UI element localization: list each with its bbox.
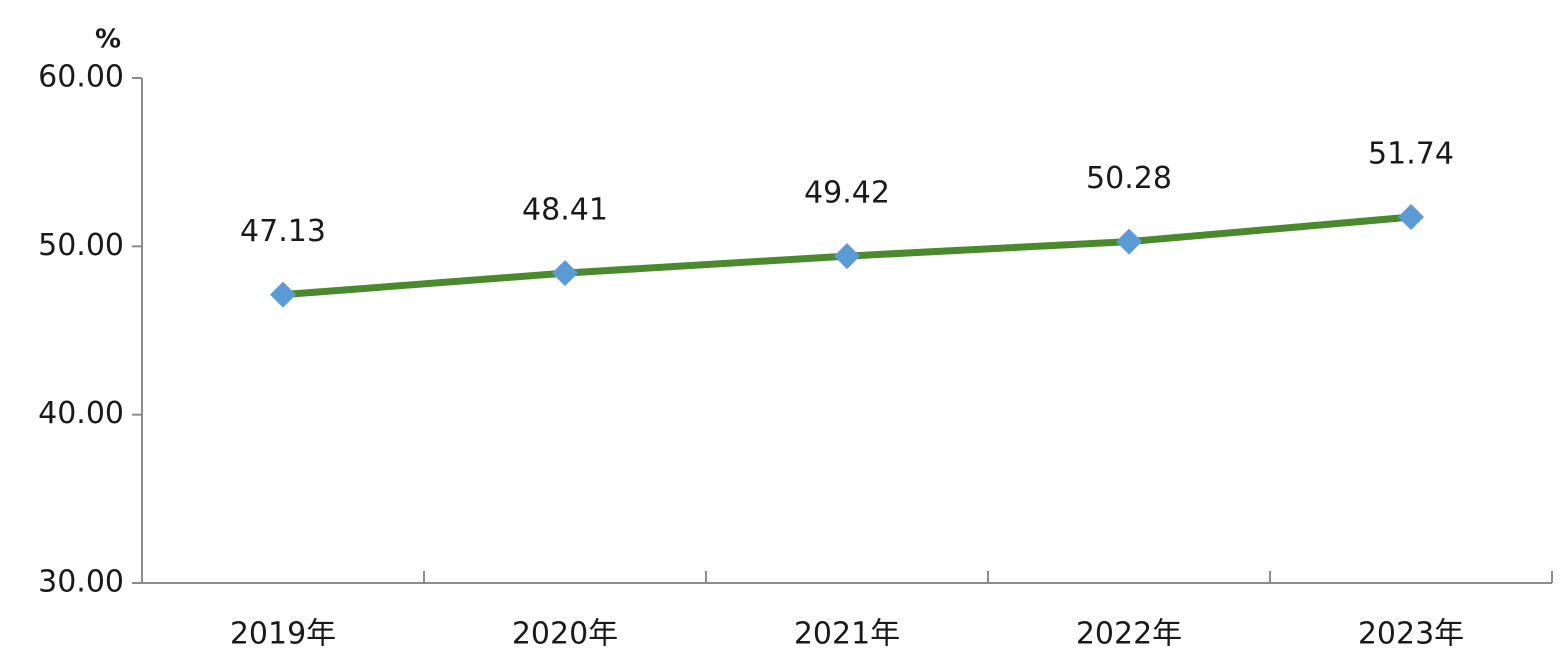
x-tick-label: 2020年 — [512, 617, 618, 652]
marker — [552, 260, 578, 287]
y-axis-label: % — [95, 25, 121, 55]
x-tick-label: 2023年 — [1358, 617, 1464, 652]
data-label: 47.13 — [240, 214, 326, 249]
x-tick-label: 2021年 — [794, 617, 900, 652]
y-tick-label: 40.00 — [38, 396, 124, 431]
data-label: 49.42 — [804, 176, 890, 211]
marker — [1116, 228, 1142, 255]
y-tick-label: 60.00 — [38, 60, 124, 95]
y-tick-label: 50.00 — [38, 228, 124, 263]
data-label: 50.28 — [1086, 161, 1172, 196]
x-tick-label: 2019年 — [230, 617, 336, 652]
marker — [270, 281, 296, 308]
y-tick-label: 30.00 — [38, 565, 124, 600]
data-label: 48.41 — [522, 193, 608, 228]
marker — [1398, 204, 1424, 231]
data-label: 51.74 — [1368, 137, 1454, 172]
x-tick-label: 2022年 — [1076, 617, 1182, 652]
marker — [834, 243, 860, 270]
